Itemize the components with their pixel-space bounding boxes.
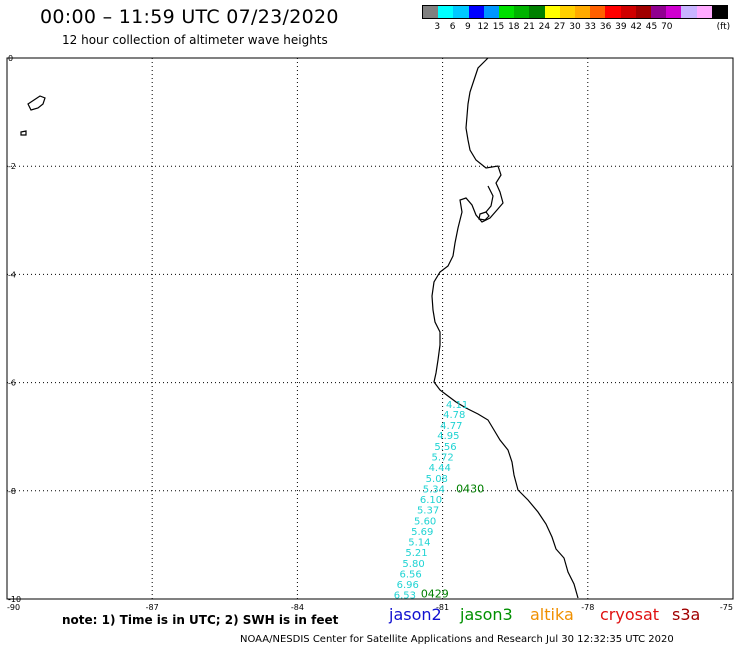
- lon-tick-label: -84: [291, 603, 304, 612]
- satellite-legend-jason3: jason3: [460, 605, 513, 624]
- satellite-legend-altika: altika: [530, 605, 574, 624]
- galapagos-island-small: [20, 130, 27, 136]
- lat-tick-label: 0: [8, 54, 13, 63]
- satellite-legend-jason2: jason2: [389, 605, 442, 624]
- satellite-legend-cryosat: cryosat: [600, 605, 660, 624]
- legend-tick-label: 30: [569, 22, 581, 32]
- legend-tick-label: 42: [630, 22, 642, 32]
- legend-tick-label: 33: [584, 22, 597, 32]
- lon-tick-label: -78: [581, 603, 594, 612]
- lon-tick-label: -87: [146, 603, 159, 612]
- coastline: [20, 57, 579, 599]
- swh-value-label: 5.37: [417, 506, 439, 517]
- lon-tick-label: -81: [436, 603, 449, 612]
- legend-swatch: [559, 6, 576, 18]
- legend-tick-label: 27: [553, 22, 566, 32]
- legend-tick-label: 6: [449, 22, 456, 32]
- legend-swatch: [651, 6, 667, 18]
- swh-value-label: 4.44: [429, 463, 451, 474]
- swh-value-label: 6.56: [400, 570, 422, 581]
- legend-tick-label: (ft): [716, 22, 731, 32]
- galapagos-island-large: [27, 95, 46, 111]
- swh-value-label: 5.69: [411, 527, 433, 538]
- legend-tick-label: 21: [523, 22, 535, 32]
- legend-swatch: [529, 6, 545, 18]
- chart-title: 00:00 – 11:59 UTC 07/23/2020: [40, 6, 339, 28]
- swh-value-label: 4.95: [437, 431, 459, 442]
- lon-tick-label: -90: [7, 603, 20, 612]
- map-grid: [7, 58, 733, 599]
- color-scale-legend: 3 6 9 12 15 18 21 24 27 30 33 36 39 42 45 70 (ft): [422, 5, 731, 39]
- swh-value-label: 4.78: [443, 410, 465, 421]
- jason3-track: 4.114.784.774.955.565.724.445.085.346.10…: [394, 400, 484, 601]
- legend-tick-label: 15: [492, 22, 505, 32]
- swh-value-label: 4.11: [446, 400, 468, 411]
- swh-value-label: 5.34: [423, 485, 445, 496]
- legend-swatch: [620, 6, 636, 18]
- legend-tick-label: 45: [645, 22, 658, 32]
- legend-tick-label: 70: [661, 22, 673, 32]
- legend-swatch: [696, 6, 712, 18]
- legend-swatch: [590, 6, 606, 18]
- pass-time-label: 0429: [421, 588, 449, 601]
- legend-swatch: [514, 6, 530, 18]
- lat-tick-label: -10: [8, 595, 21, 604]
- legend-swatch: [711, 6, 728, 18]
- legend-swatch: [605, 6, 621, 18]
- credit-line: NOAA/NESDIS Center for Satellite Applica…: [240, 634, 674, 645]
- legend-tick-label: 12: [477, 22, 489, 32]
- legend-swatch: [575, 6, 591, 18]
- legend-swatch: [468, 6, 484, 18]
- swh-value-label: 5.56: [434, 442, 456, 453]
- swh-value-label: 5.60: [414, 517, 436, 528]
- legend-swatch: [635, 6, 652, 18]
- swh-value-label: 6.53: [394, 591, 416, 602]
- swh-value-label: 4.77: [440, 421, 462, 432]
- coastline-puna-island: [478, 211, 490, 221]
- legend-tick-label: 18: [508, 22, 520, 32]
- legend-tick-labels: 3 6 9 12 15 18 21 24 27 30 33 36 39 42 45 70 (ft): [422, 19, 731, 33]
- legend-tick-label: 24: [538, 22, 551, 32]
- swh-value-label: 5.72: [431, 453, 453, 464]
- lat-tick-label: -8: [8, 487, 16, 496]
- chart-subtitle: 12 hour collection of altimeter wave hei…: [62, 33, 328, 47]
- swh-value-label: 5.21: [405, 548, 427, 559]
- map-frame: [6, 57, 734, 600]
- legend-swatch: [423, 6, 439, 18]
- footer-note: note: 1) Time is in UTC; 2) SWH is in fe…: [62, 613, 339, 627]
- coastline-gulf-detail: [485, 185, 494, 213]
- swh-value-label: 6.10: [420, 495, 442, 506]
- pass-time-label: 0430: [456, 483, 484, 496]
- legend-tick-label: 3: [434, 22, 441, 32]
- swh-value-label: 5.14: [408, 538, 430, 549]
- satellite-legend-s3a: s3a: [672, 605, 701, 624]
- coastline-ecuador-peru: [431, 57, 579, 599]
- swh-value-label: 6.96: [397, 580, 419, 591]
- lat-tick-label: -2: [8, 162, 16, 171]
- legend-color-bar: [422, 5, 728, 19]
- legend-swatch: [438, 6, 454, 18]
- legend-swatch: [499, 6, 515, 18]
- lon-tick-label: -75: [720, 603, 733, 612]
- legend-swatch: [453, 6, 469, 18]
- lat-tick-label: -6: [8, 379, 16, 388]
- legend-swatch: [681, 6, 697, 18]
- legend-tick-label: 39: [615, 22, 627, 32]
- swh-value-label: 5.80: [402, 559, 424, 570]
- legend-tick-label: 9: [465, 22, 471, 32]
- legend-tick-label: 36: [599, 22, 612, 32]
- legend-swatch: [666, 6, 682, 18]
- axis-labels: -90 -87 -84 -81 -78 -75 0 -2 -4 -6 -8 -10: [7, 54, 733, 612]
- swh-value-label: 5.08: [426, 474, 448, 485]
- legend-swatch: [544, 6, 560, 18]
- legend-swatch: [483, 6, 500, 18]
- lat-tick-label: -4: [8, 270, 16, 279]
